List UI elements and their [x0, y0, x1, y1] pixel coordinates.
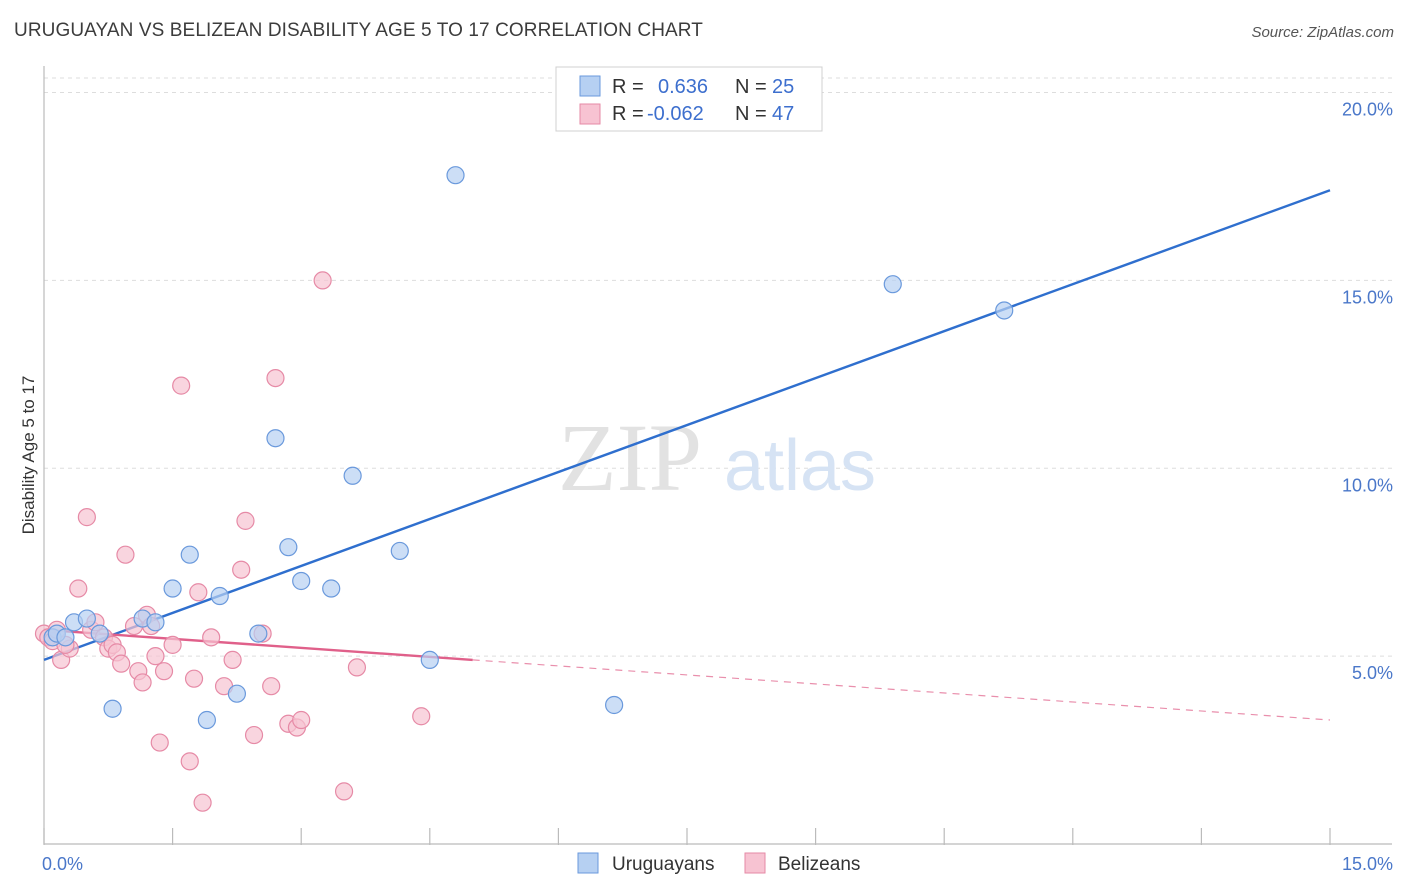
point-uruguayan-4 — [77, 609, 96, 628]
source-label: Source: ZipAtlas.com — [1251, 24, 1394, 41]
point-uruguayan-13 — [227, 684, 246, 703]
point-uruguayan-10 — [180, 545, 199, 564]
point-uruguayan-24 — [883, 275, 902, 294]
point-belizean-40 — [313, 271, 332, 290]
trend-line-uruguayans — [43, 189, 1331, 662]
watermark-zip: ZIP — [558, 404, 702, 511]
point-uruguayan-14 — [249, 624, 268, 643]
legend-swatch-belizeans — [579, 103, 601, 125]
point-belizean-31 — [232, 560, 251, 579]
point-belizean-7 — [77, 508, 96, 527]
point-uruguayan-9 — [163, 579, 182, 598]
point-uruguayan-6 — [103, 699, 122, 718]
legend: R = 0.636 N = 25 R = -0.062 N = 47 — [555, 66, 823, 132]
point-belizean-27 — [193, 793, 212, 812]
bottom-legend-swatch-belizeans — [744, 852, 766, 874]
point-belizean-30 — [223, 650, 242, 669]
y-tick-label-2: 15.0% — [1342, 287, 1393, 307]
legend-r-label-0: R = — [612, 76, 644, 98]
x-tick-label-1: 15.0% — [1342, 854, 1393, 874]
point-uruguayan-15 — [266, 429, 285, 448]
point-uruguayan-18 — [322, 579, 341, 598]
legend-n-value-0: 25 — [772, 76, 794, 98]
bottom-legend-swatch-uruguayans — [577, 852, 599, 874]
point-belizean-22 — [163, 635, 182, 654]
point-uruguayan-19 — [343, 466, 362, 485]
watermark-atlas: atlas — [724, 426, 876, 506]
legend-n-value-1: 47 — [772, 103, 794, 125]
point-belizean-25 — [184, 669, 204, 688]
point-belizean-43 — [412, 707, 431, 726]
point-uruguayan-23 — [605, 695, 624, 715]
y-tick-label-3: 20.0% — [1342, 100, 1393, 120]
trend-line-belizeans-extension — [472, 659, 1331, 721]
bottom-legend: Uruguayans Belizeans — [577, 852, 860, 875]
point-belizean-41 — [334, 782, 354, 801]
trend-lines — [43, 189, 1331, 721]
point-belizean-39 — [292, 710, 311, 730]
y-tick-labels: 5.0% 10.0% 15.0% 20.0% — [1342, 100, 1393, 684]
point-belizean-20 — [150, 733, 169, 752]
point-uruguayan-8 — [146, 613, 165, 632]
point-belizean-19 — [146, 647, 165, 666]
y-tick-label-1: 10.0% — [1342, 475, 1393, 495]
legend-r-label-1: R = — [612, 103, 644, 125]
chart-title: URUGUAYAN VS BELIZEAN DISABILITY AGE 5 T… — [14, 20, 703, 41]
point-uruguayan-17 — [292, 571, 311, 591]
point-belizean-14 — [116, 545, 135, 564]
point-uruguayan-22 — [446, 166, 465, 185]
point-belizean-32 — [236, 511, 255, 530]
bottom-legend-label-belizeans: Belizeans — [778, 854, 860, 875]
point-belizean-21 — [154, 662, 174, 681]
trend-line-belizeans — [43, 628, 473, 662]
point-belizean-23 — [172, 376, 191, 395]
point-belizean-28 — [202, 628, 221, 647]
point-uruguayan-11 — [197, 710, 216, 730]
y-axis-title: Disability Age 5 to 17 — [19, 376, 38, 535]
legend-n-label-1: N = — [735, 103, 767, 125]
point-uruguayan-16 — [279, 538, 298, 557]
legend-r-value-1: -0.062 — [647, 103, 704, 125]
point-belizean-26 — [189, 583, 208, 602]
x-tick-label-0: 0.0% — [42, 854, 83, 874]
point-belizean-33 — [244, 725, 264, 745]
y-tick-label-0: 5.0% — [1352, 663, 1393, 683]
point-belizean-24 — [180, 752, 199, 771]
data-points — [34, 166, 1014, 812]
point-uruguayan-20 — [390, 541, 409, 561]
watermark: ZIP atlas — [558, 404, 876, 511]
bottom-legend-label-uruguayans: Uruguayans — [612, 854, 714, 875]
point-belizean-35 — [262, 677, 281, 696]
point-belizean-42 — [347, 658, 367, 677]
point-belizean-17 — [133, 673, 152, 692]
point-uruguayan-21 — [420, 650, 439, 669]
point-belizean-6 — [69, 579, 88, 598]
legend-r-value-0: 0.636 — [658, 76, 708, 98]
legend-swatch-uruguayans — [579, 75, 601, 97]
point-uruguayan-25 — [995, 301, 1014, 320]
point-belizean-13 — [112, 654, 131, 673]
legend-n-label-0: N = — [735, 76, 767, 98]
x-tick-labels: 0.0% 15.0% — [42, 854, 1393, 874]
point-uruguayan-5 — [90, 624, 109, 643]
point-uruguayan-2 — [56, 628, 75, 647]
point-uruguayan-12 — [210, 586, 229, 606]
axes — [43, 66, 1392, 845]
point-belizean-36 — [266, 368, 285, 388]
